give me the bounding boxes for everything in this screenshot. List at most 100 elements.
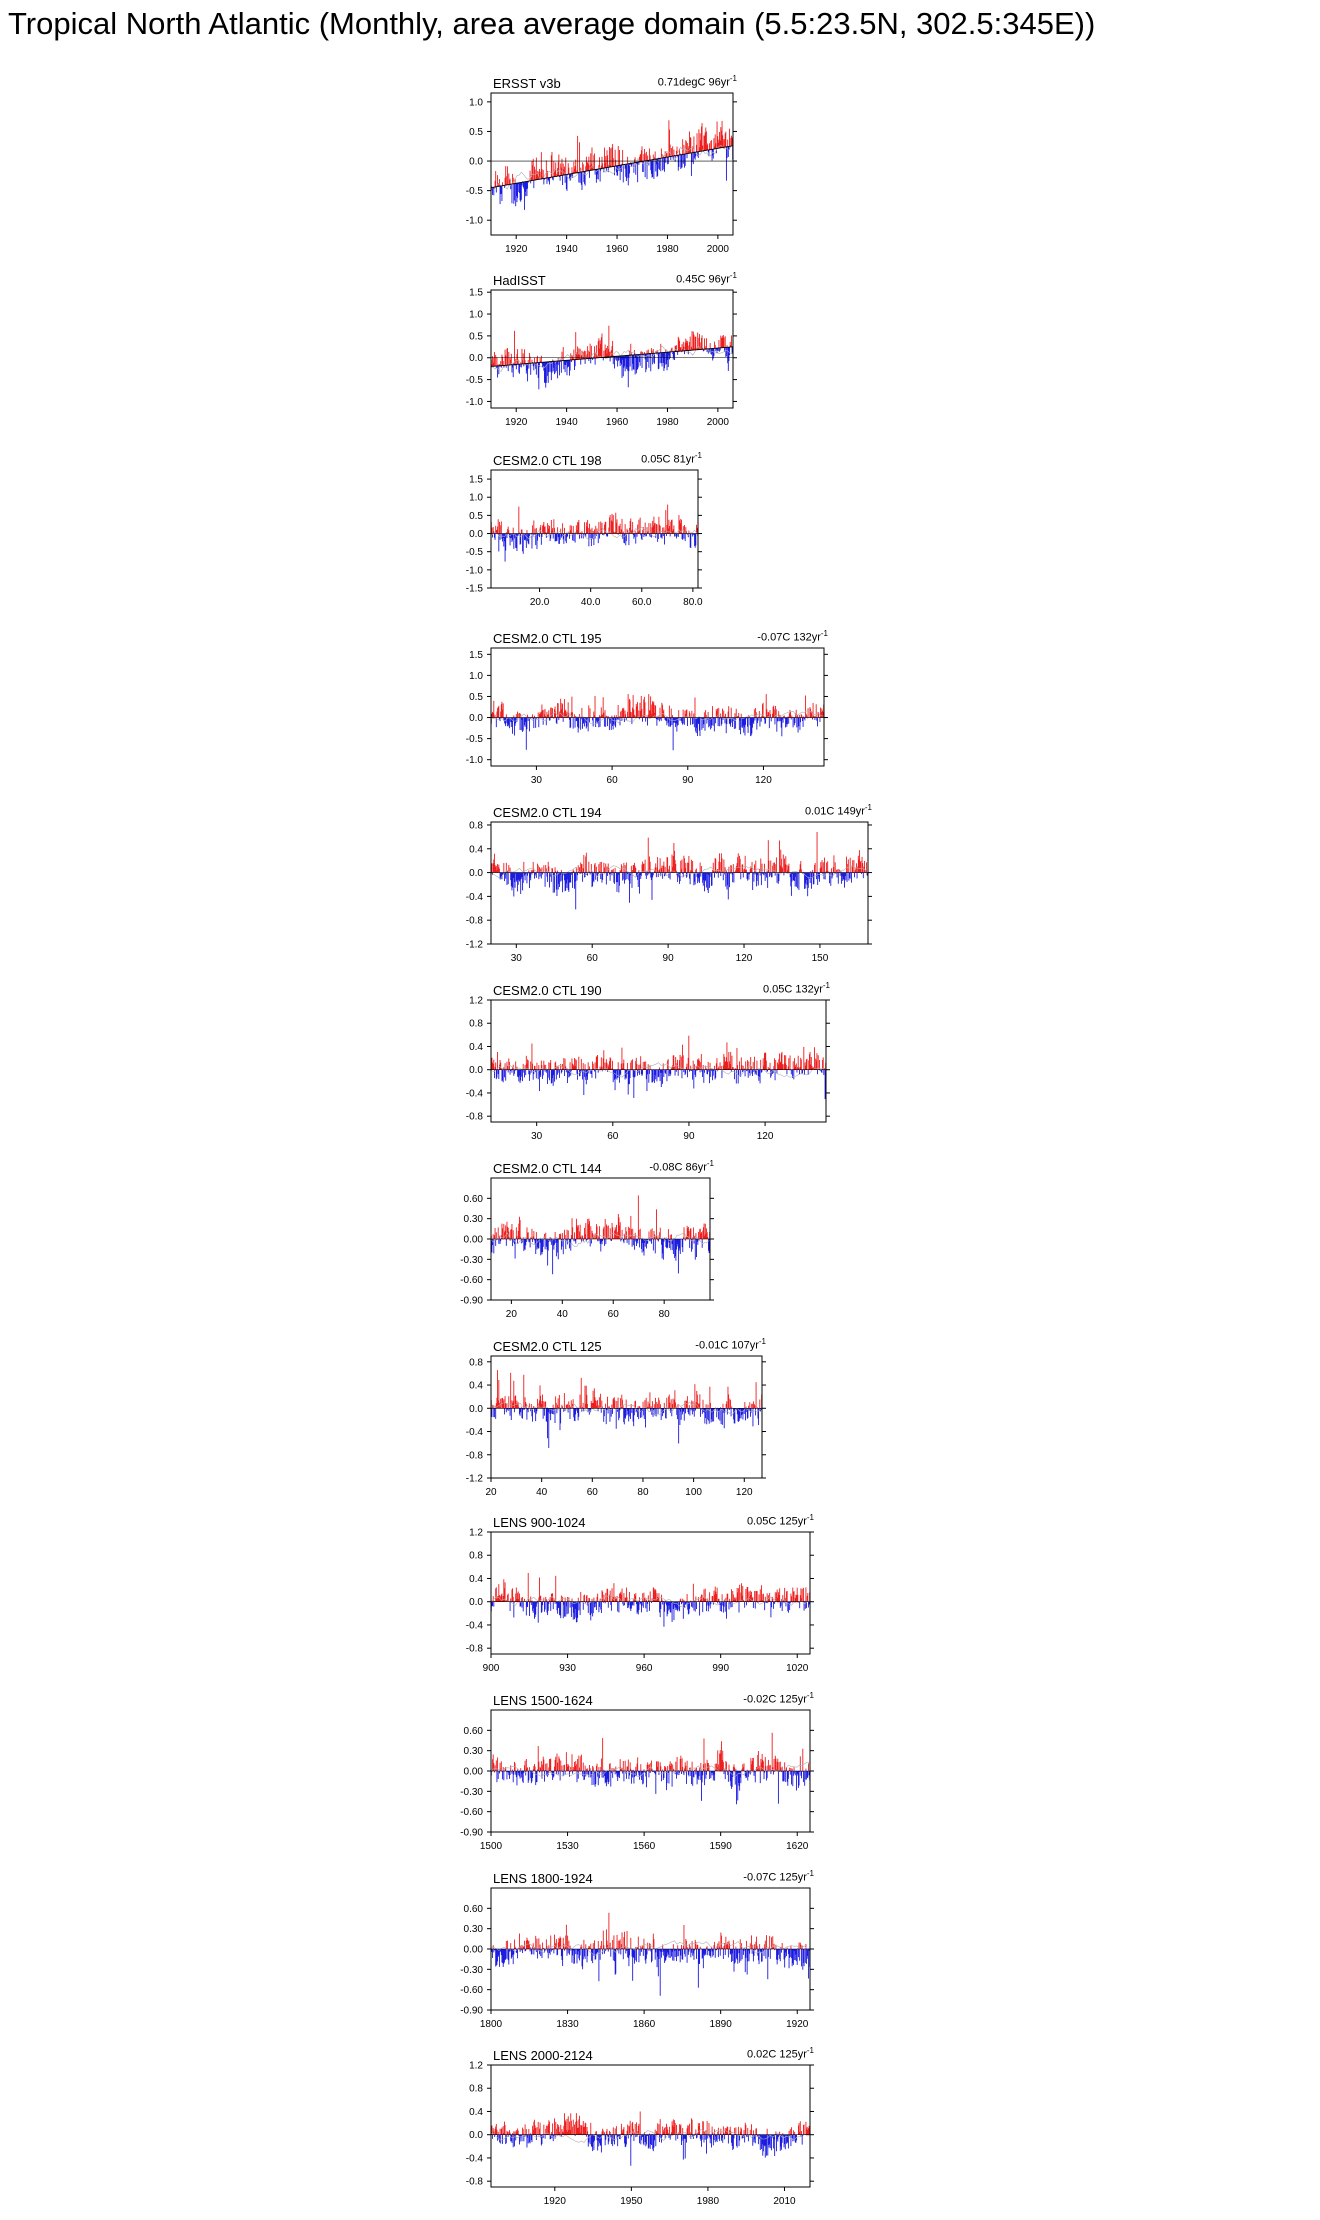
bars-lens1800 (491, 1912, 810, 1996)
panel-trend-ctl190: 0.05C 132yr-1 (762, 981, 830, 996)
x-tick-label: 40.0 (581, 597, 601, 608)
y-tick-label: 1.5 (469, 288, 483, 299)
gray-curve (491, 710, 824, 725)
y-tick-label: 1.5 (469, 650, 483, 661)
y-tick-label: 1.0 (469, 671, 483, 682)
y-tick-label: -0.5 (466, 734, 484, 745)
y-tick-label: 0.30 (464, 1746, 484, 1757)
x-tick-label: 120 (736, 953, 753, 964)
gray-curve (491, 865, 868, 879)
x-tick-label: 20 (506, 1309, 518, 1320)
panel-trend-ctl198: 0.05C 81yr-1 (641, 451, 702, 466)
y-tick-label: 0.4 (469, 844, 483, 855)
y-tick-label: 0.00 (464, 1235, 484, 1246)
y-tick-label: -1.0 (466, 755, 484, 766)
y-tick-label: 0.8 (469, 820, 483, 831)
x-tick-label: 60 (587, 1487, 599, 1498)
y-tick-label: -1.0 (466, 216, 484, 227)
y-tick-label: 0.8 (469, 1019, 483, 1030)
x-tick-label: 1940 (556, 417, 579, 428)
y-tick-label: 0.5 (469, 511, 483, 522)
x-tick-label: 90 (682, 775, 694, 786)
x-tick-label: 60 (587, 953, 599, 964)
x-tick-label: 1530 (556, 1841, 579, 1852)
y-tick-label: -0.8 (466, 1450, 484, 1461)
x-tick-label: 80 (659, 1309, 671, 1320)
y-tick-label: -1.5 (466, 584, 484, 595)
y-tick-label: -0.90 (460, 1828, 483, 1839)
panel-title-ctl125: CESM2.0 CTL 125 (493, 1339, 602, 1354)
y-tick-label: 0.0 (469, 1404, 483, 1415)
x-tick-label: 100 (685, 1487, 702, 1498)
plot-frame (490, 821, 869, 945)
gray-curve (491, 1761, 810, 1778)
bars-ctl198 (491, 504, 698, 562)
panel-trend-ersst: 0.71degC 96yr-1 (657, 74, 737, 89)
bars-ctl194 (491, 832, 868, 910)
bars-lens1500 (491, 1732, 810, 1805)
x-tick-label: 150 (812, 953, 829, 964)
y-tick-label: 0.0 (469, 1597, 483, 1608)
bars-ctl125 (491, 1370, 762, 1448)
plot-frame (490, 289, 734, 409)
x-tick-label: 40 (557, 1309, 569, 1320)
bars-hadisst (491, 325, 733, 390)
x-tick-label: 1960 (606, 244, 629, 255)
y-tick-label: -0.90 (460, 1296, 483, 1307)
panel-trend-hadisst: 0.45C 96yr-1 (676, 271, 737, 286)
bars-ctl195 (491, 694, 824, 751)
x-tick-label: 2000 (707, 417, 730, 428)
panel-trend-ctl195: -0.07C 132yr-1 (757, 629, 828, 644)
y-tick-label: -0.30 (460, 1787, 483, 1798)
bars-ersst (491, 120, 733, 210)
y-tick-label: 0.30 (464, 1214, 484, 1225)
x-tick-label: 1940 (556, 244, 579, 255)
y-tick-label: 0.4 (469, 1042, 483, 1053)
plot-frame (490, 1531, 811, 1655)
y-tick-label: 1.0 (469, 310, 483, 321)
y-tick-label: -1.0 (466, 565, 484, 576)
y-tick-label: 0.0 (469, 1065, 483, 1076)
gray-curve (491, 144, 733, 191)
y-tick-label: 0.4 (469, 1574, 483, 1585)
x-tick-label: 120 (736, 1487, 753, 1498)
y-tick-label: -0.30 (460, 1255, 483, 1266)
gray-curve (491, 1062, 826, 1078)
x-tick-label: 1920 (505, 244, 528, 255)
x-tick-label: 20 (485, 1487, 497, 1498)
y-tick-label: 1.5 (469, 475, 483, 486)
panel-trend-lens900: 0.05C 125yr-1 (746, 1513, 814, 1528)
panel-trend-ctl194: 0.01C 149yr-1 (804, 803, 872, 818)
gray-curve (491, 1232, 710, 1248)
bars-ctl144 (491, 1195, 710, 1275)
y-tick-label: 1.0 (469, 493, 483, 504)
y-tick-label: -0.4 (466, 1620, 484, 1631)
x-tick-label: 40 (536, 1487, 548, 1498)
y-tick-label: -0.4 (466, 892, 484, 903)
plot-frame (490, 469, 699, 589)
x-tick-label: 90 (683, 1131, 695, 1142)
y-tick-label: -1.2 (466, 1474, 484, 1485)
y-tick-label: -0.4 (466, 1088, 484, 1099)
panel-title-ctl194: CESM2.0 CTL 194 (493, 805, 602, 820)
y-tick-label: 0.0 (469, 157, 483, 168)
x-tick-label: 1960 (606, 417, 629, 428)
x-tick-label: 900 (483, 1663, 500, 1674)
panel-title-ctl190: CESM2.0 CTL 190 (493, 983, 602, 998)
y-tick-label: 0.0 (469, 868, 483, 879)
x-tick-label: 90 (663, 953, 675, 964)
x-tick-label: 960 (636, 1663, 653, 1674)
x-tick-label: 60.0 (632, 597, 652, 608)
x-tick-label: 120 (755, 775, 772, 786)
x-tick-label: 1980 (656, 244, 679, 255)
y-tick-label: -0.5 (466, 375, 484, 386)
y-tick-label: 0.5 (469, 692, 483, 703)
panel-title-lens1500: LENS 1500-1624 (493, 1693, 593, 1708)
